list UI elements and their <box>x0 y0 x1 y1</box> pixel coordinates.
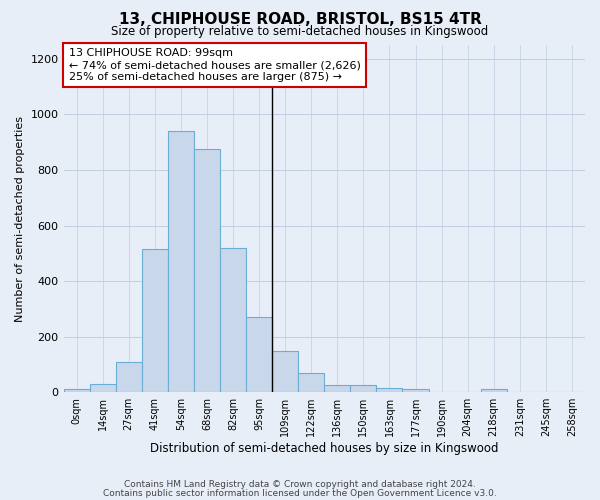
Text: Contains HM Land Registry data © Crown copyright and database right 2024.: Contains HM Land Registry data © Crown c… <box>124 480 476 489</box>
Text: 13 CHIPHOUSE ROAD: 99sqm
← 74% of semi-detached houses are smaller (2,626)
25% o: 13 CHIPHOUSE ROAD: 99sqm ← 74% of semi-d… <box>69 48 361 82</box>
Bar <box>481 390 507 392</box>
Bar <box>403 389 428 392</box>
Bar <box>350 386 376 392</box>
X-axis label: Distribution of semi-detached houses by size in Kingswood: Distribution of semi-detached houses by … <box>150 442 499 455</box>
Bar <box>64 390 89 392</box>
Bar <box>298 374 324 392</box>
Bar <box>324 386 350 392</box>
Bar <box>272 350 298 392</box>
Y-axis label: Number of semi-detached properties: Number of semi-detached properties <box>15 116 25 322</box>
Bar <box>194 149 220 392</box>
Text: Contains public sector information licensed under the Open Government Licence v3: Contains public sector information licen… <box>103 488 497 498</box>
Bar <box>142 249 168 392</box>
Text: Size of property relative to semi-detached houses in Kingswood: Size of property relative to semi-detach… <box>112 25 488 38</box>
Text: 13, CHIPHOUSE ROAD, BRISTOL, BS15 4TR: 13, CHIPHOUSE ROAD, BRISTOL, BS15 4TR <box>119 12 481 28</box>
Bar <box>168 131 194 392</box>
Bar <box>220 248 246 392</box>
Bar <box>116 362 142 392</box>
Bar <box>246 317 272 392</box>
Bar <box>89 384 116 392</box>
Bar <box>376 388 403 392</box>
